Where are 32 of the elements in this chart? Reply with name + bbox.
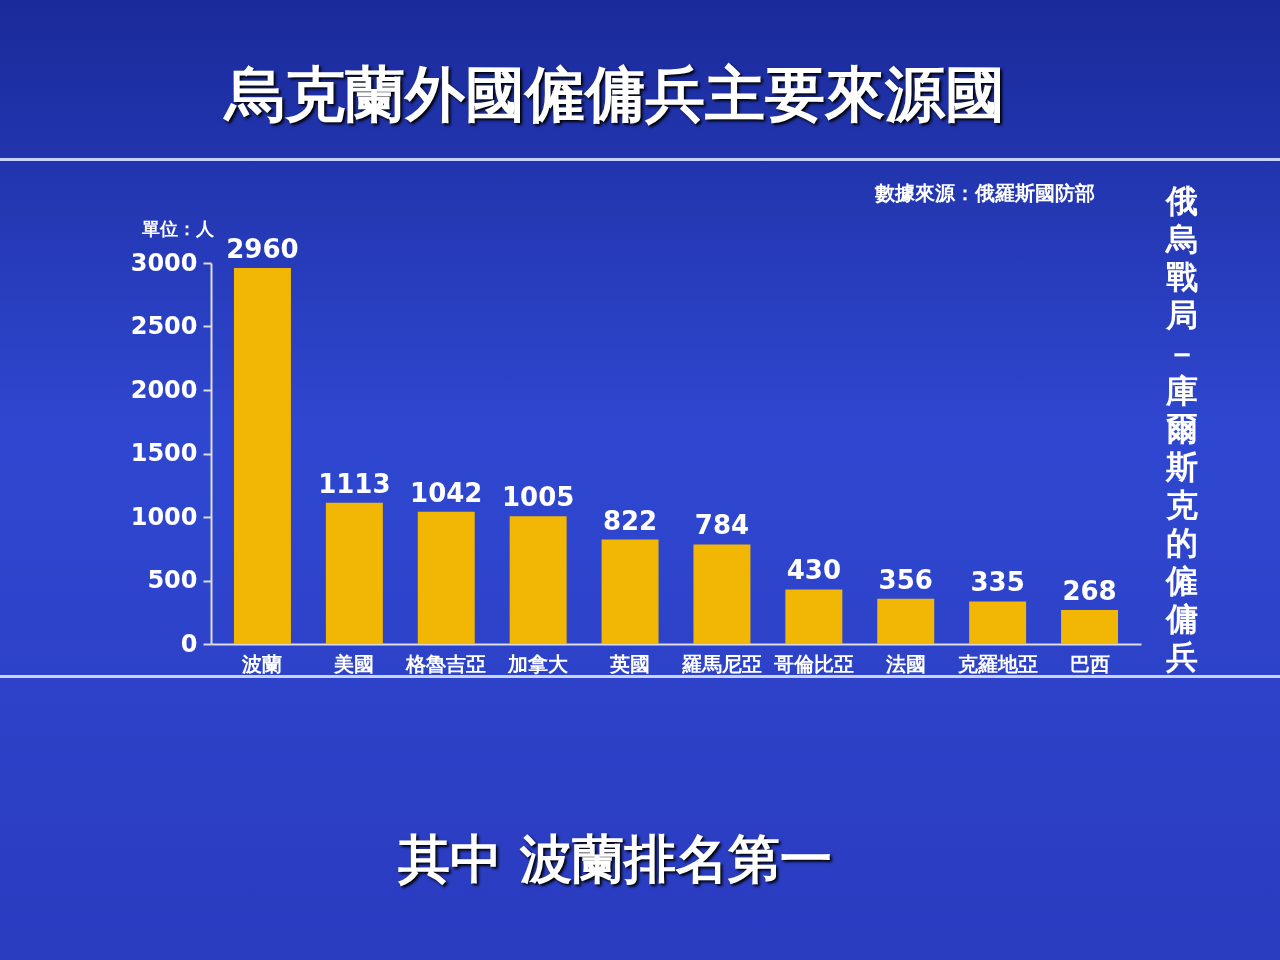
x-tick-label: 羅馬尼亞	[680, 651, 762, 676]
text: 數據來源：俄羅斯國防部	[875, 180, 1095, 207]
x-tick-label: 英國	[609, 651, 651, 676]
y-axis-title: 單位：人	[140, 217, 215, 239]
data-label: 1113	[318, 468, 391, 499]
y-tick-label: 0	[180, 629, 198, 658]
y-tick-label: 1500	[130, 439, 198, 467]
chart-title: 烏克蘭外國僱傭兵主要來源國	[222, 58, 1006, 131]
text: 俄烏戰局－庫爾斯克的僱傭兵	[1166, 182, 1198, 676]
data-label: 822	[602, 505, 658, 536]
x-tick-label: 哥倫比亞	[772, 651, 854, 676]
x-tick-label: 巴西	[1069, 651, 1110, 676]
data-label: 1005	[501, 482, 575, 513]
y-tick-label: 500	[147, 566, 198, 594]
data-label: 784	[694, 510, 750, 541]
y-tick-label: 3000	[130, 248, 198, 277]
data-label: 268	[1062, 575, 1117, 606]
text: 其中 波蘭排名第一	[396, 828, 834, 891]
x-tick-label: 格魯吉亞	[405, 651, 487, 676]
data-label: 356	[878, 564, 933, 595]
y-tick-label: 2500	[130, 312, 198, 340]
x-tick-label: 加拿大	[507, 651, 570, 676]
x-tick-label: 美國	[333, 651, 375, 676]
data-label: 430	[786, 555, 841, 586]
data-label: 1042	[410, 477, 483, 508]
x-tick-label: 克羅地亞	[956, 651, 1038, 676]
y-tick-label: 2000	[130, 375, 198, 404]
y-tick-label: 1000	[130, 502, 198, 531]
x-tick-label: 波蘭	[241, 651, 283, 676]
data-label: 2960	[226, 234, 299, 265]
x-tick-label: 法國	[884, 651, 926, 676]
data-label: 335	[970, 567, 1025, 598]
